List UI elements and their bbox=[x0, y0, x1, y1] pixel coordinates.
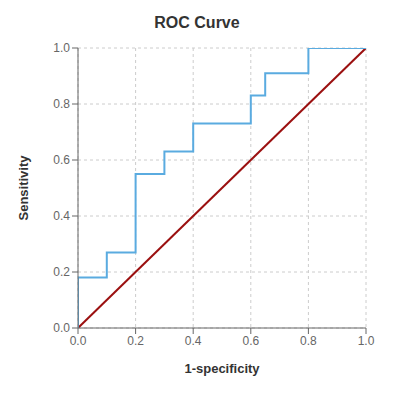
svg-text:0.8: 0.8 bbox=[300, 334, 317, 348]
svg-text:0.6: 0.6 bbox=[53, 153, 70, 167]
svg-text:0.0: 0.0 bbox=[53, 321, 70, 335]
svg-text:0.4: 0.4 bbox=[53, 209, 70, 223]
svg-text:0.4: 0.4 bbox=[185, 334, 202, 348]
svg-text:1.0: 1.0 bbox=[358, 334, 375, 348]
svg-text:Sensitivity: Sensitivity bbox=[16, 155, 31, 221]
svg-text:0.0: 0.0 bbox=[70, 334, 87, 348]
svg-text:0.6: 0.6 bbox=[242, 334, 259, 348]
html-text:ROC Curve: ROC Curve bbox=[154, 14, 240, 31]
svg-text:0.2: 0.2 bbox=[127, 334, 144, 348]
svg-text:1.0: 1.0 bbox=[53, 41, 70, 55]
svg-text:0.8: 0.8 bbox=[53, 97, 70, 111]
svg-text:0.2: 0.2 bbox=[53, 265, 70, 279]
svg-text:1-specificity: 1-specificity bbox=[184, 361, 260, 376]
